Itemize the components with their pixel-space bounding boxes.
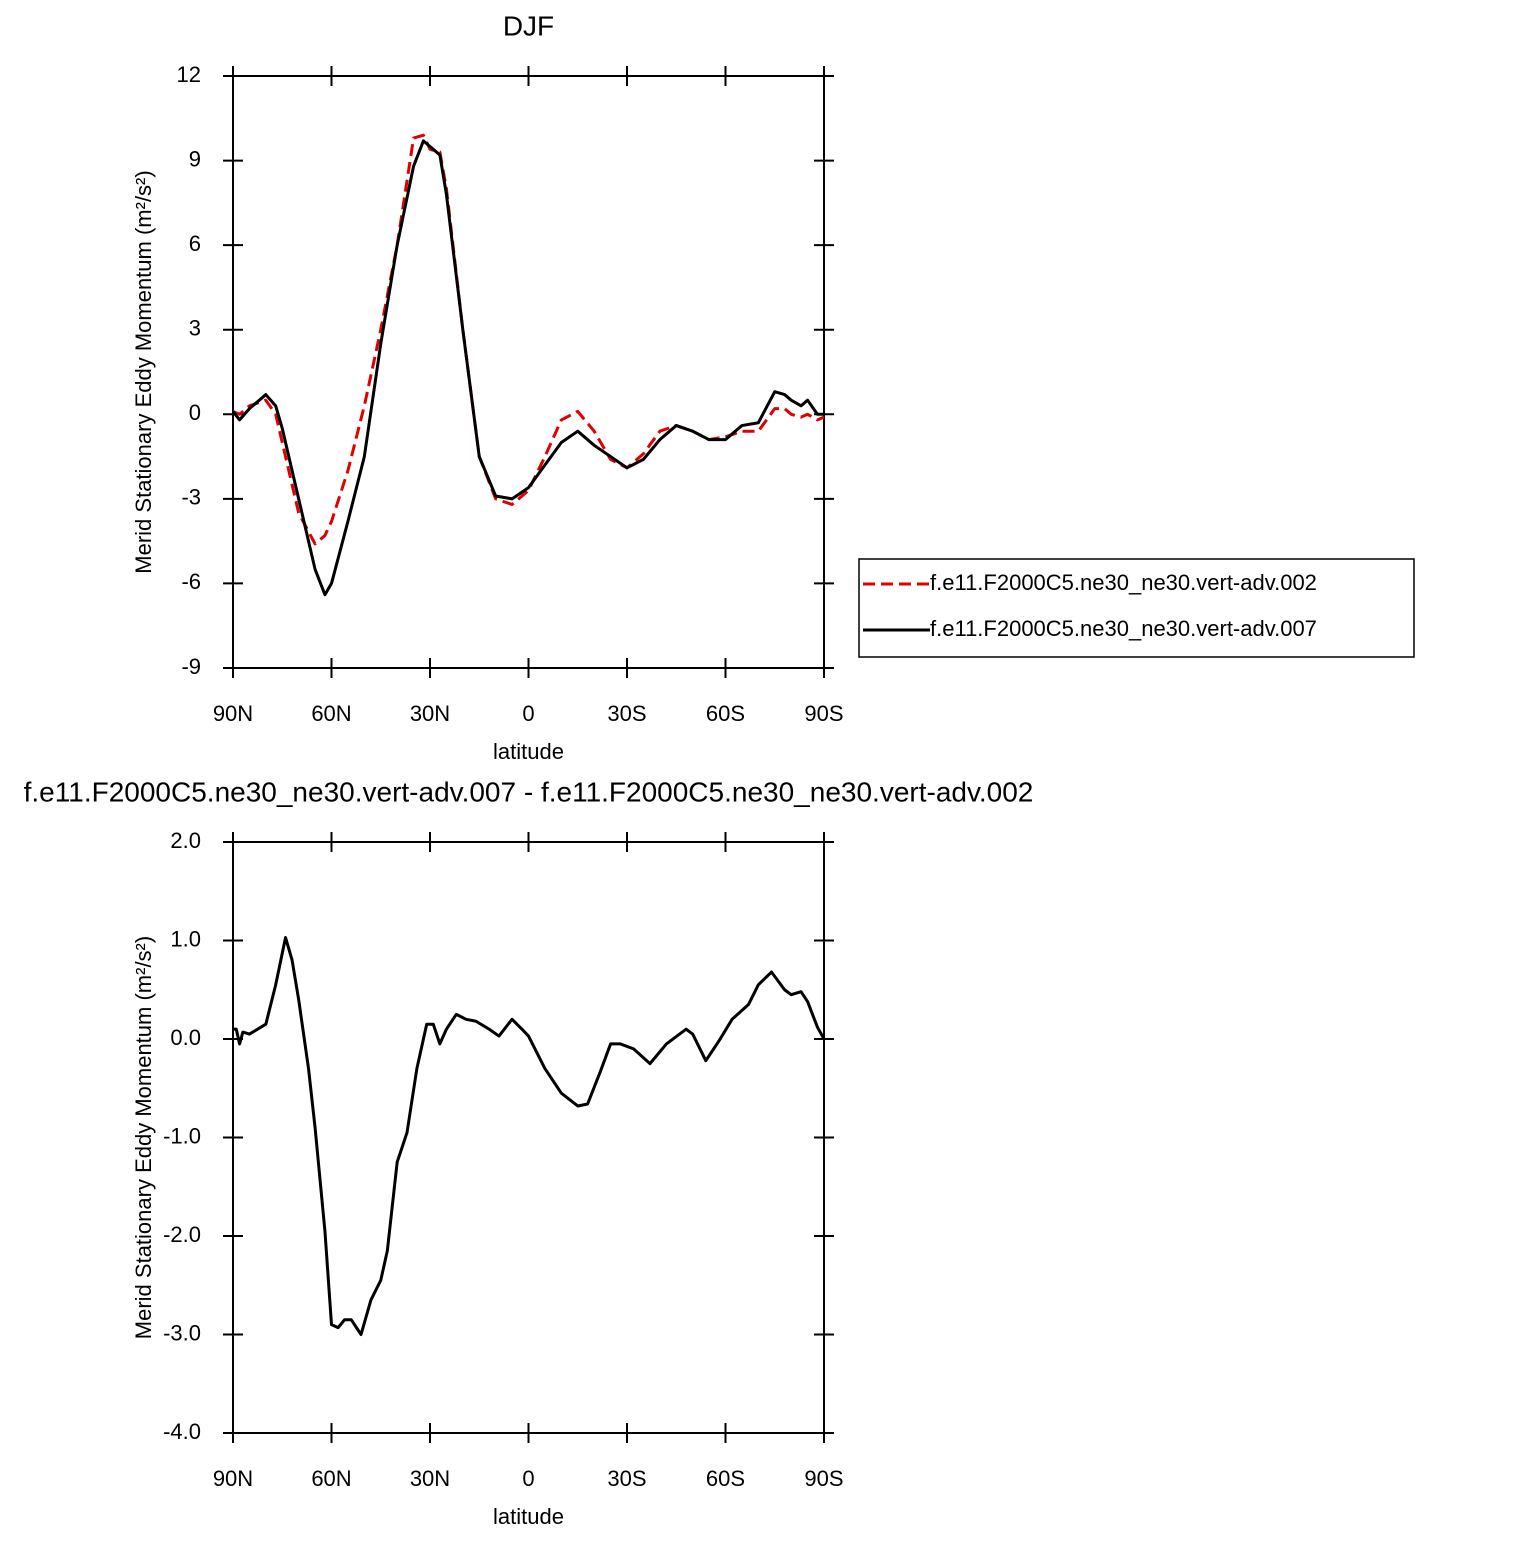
y-axis-label: Merid Stationary Eddy Momentum (m²/s²) [131,170,156,573]
y-tick-label: -1.0 [163,1123,201,1148]
x-tick-label: 60S [706,1466,745,1491]
legend-box [858,558,1415,658]
series-line [232,133,825,546]
y-tick-label: -3.0 [163,1320,201,1345]
y-tick-label: -2.0 [163,1222,201,1247]
chart-title: DJF [503,10,554,41]
y-tick-label: 2.0 [170,828,201,853]
x-tick-label: 90N [213,1466,253,1491]
legend-label: f.e11.F2000C5.ne30_ne30.vert-adv.007 [930,616,1317,641]
y-tick-label: 9 [189,146,201,171]
y-tick-label: -9 [181,654,201,679]
x-tick-label: 60N [311,1466,351,1491]
x-axis-label: latitude [493,739,564,764]
legend-label: f.e11.F2000C5.ne30_ne30.vert-adv.002 [930,570,1317,595]
y-tick-label: 12 [177,62,201,87]
x-tick-label: 30N [410,701,450,726]
y-tick-label: 3 [189,316,201,341]
x-tick-label: 30S [607,701,646,726]
x-tick-label: 60S [706,701,745,726]
y-tick-label: 0.0 [170,1025,201,1050]
y-tick-label: -6 [181,569,201,594]
y-tick-label: 1.0 [170,926,201,951]
y-tick-label: 0 [189,400,201,425]
y-tick-label: -4.0 [163,1419,201,1444]
series-line [231,139,824,597]
x-tick-label: 30N [410,1466,450,1491]
y-tick-label: 6 [189,231,201,256]
x-tick-label: 0 [522,701,534,726]
x-tick-label: 0 [522,1466,534,1491]
y-axis-label: Merid Stationary Eddy Momentum (m²/s²) [131,936,156,1339]
x-tick-label: 90N [213,701,253,726]
chart-title: f.e11.F2000C5.ne30_ne30.vert-adv.007 - f… [24,776,1034,807]
x-tick-label: 90S [804,701,843,726]
x-tick-label: 90S [804,1466,843,1491]
x-tick-label: 60N [311,701,351,726]
plot-frame [232,841,825,1434]
x-axis-label: latitude [493,1504,564,1529]
plot-frame [232,75,825,669]
series-line [233,936,826,1336]
x-tick-label: 30S [607,1466,646,1491]
y-tick-label: -3 [181,485,201,510]
